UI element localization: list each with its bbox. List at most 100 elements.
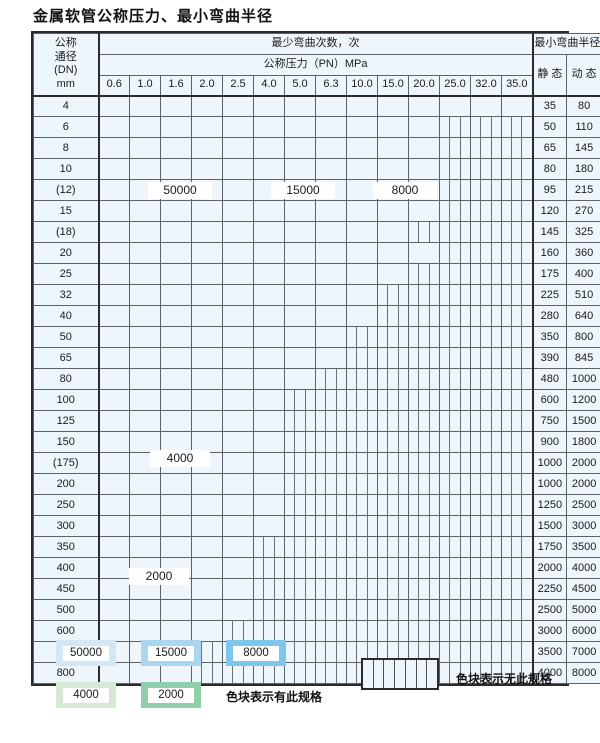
cell-dn8-pn6.3 [315, 137, 347, 159]
empty-cell-subdivisions [471, 642, 501, 662]
row-static-radius: 600 [532, 389, 568, 411]
cell-dn600-pn32.0 [470, 620, 502, 642]
cell-dn40-pn0.6 [98, 305, 130, 327]
cell-dn25-pn20.0 [408, 263, 440, 285]
cell-dn125-pn32.0 [470, 410, 502, 432]
cell-dn700-pn15.0 [377, 641, 409, 663]
cell-dn10-pn35.0 [500, 158, 534, 180]
row-dynamic-radius: 3000 [566, 515, 600, 537]
empty-cell-subdivisions [440, 642, 470, 662]
empty-cell-subdivisions [440, 306, 470, 326]
cell-dn50-pn0.6 [98, 326, 130, 348]
row-dynamic-radius: 510 [566, 284, 600, 306]
cell-dn(18)-pn15.0 [377, 221, 409, 243]
empty-cell-subdivisions [409, 621, 439, 641]
cell-dn8-pn15.0 [377, 137, 409, 159]
table-row: 50 350 800 [33, 326, 600, 348]
legend-chip-label: 15000 [148, 645, 194, 661]
cell-dn80-pn20.0 [408, 368, 440, 390]
cell-dn25-pn6.3 [315, 263, 347, 285]
row-static-radius: 1000 [532, 452, 568, 474]
cell-dn450-pn2.5 [222, 578, 254, 600]
cell-dn125-pn10.0 [346, 410, 378, 432]
cell-dn25-pn5.0 [284, 263, 316, 285]
cell-dn600-pn1.6 [160, 620, 192, 642]
cell-dn4-pn15.0 [377, 94, 409, 117]
empty-cell-subdivisions [316, 474, 346, 494]
table-row: 40 280 640 [33, 305, 600, 327]
cell-dn80-pn2.5 [222, 368, 254, 390]
cell-dn600-pn6.3 [315, 620, 347, 642]
cell-dn32-pn15.0 [377, 284, 409, 306]
cell-dn500-pn35.0 [500, 599, 534, 621]
empty-cell-subdivisions [471, 390, 501, 410]
empty-cell-subdivisions [378, 621, 408, 641]
empty-cell-subdivisions [502, 390, 532, 410]
cell-dn125-pn2.5 [222, 410, 254, 432]
cell-dn10-pn1.6 [160, 158, 192, 180]
cell-dn50-pn6.3 [315, 326, 347, 348]
header-static: 静 态 [532, 54, 568, 96]
table-row: 32 225 510 [33, 284, 600, 306]
cell-dn100-pn20.0 [408, 389, 440, 411]
cell-dn600-pn0.6 [98, 620, 130, 642]
cell-dn150-pn2.0 [191, 431, 223, 453]
cell-dn32-pn20.0 [408, 284, 440, 306]
cell-dn15-pn25.0 [439, 200, 471, 222]
cell-dn200-pn1.0 [129, 473, 161, 495]
empty-cell-subdivisions [502, 579, 532, 599]
cell-dn150-pn25.0 [439, 431, 471, 453]
cell-dn100-pn10.0 [346, 389, 378, 411]
empty-cell-subdivisions [254, 558, 284, 578]
cell-dn200-pn15.0 [377, 473, 409, 495]
cell-dn500-pn2.0 [191, 599, 223, 621]
cell-dn80-pn10.0 [346, 368, 378, 390]
empty-cell-subdivisions [409, 474, 439, 494]
empty-cell-subdivisions [471, 621, 501, 641]
cell-dn6-pn32.0 [470, 116, 502, 138]
empty-cell-subdivisions [440, 390, 470, 410]
cell-dn(175)-pn4.0 [253, 452, 285, 474]
cell-dn600-pn2.5 [222, 620, 254, 642]
cell-dn(18)-pn10.0 [346, 221, 378, 243]
cell-dn20-pn1.6 [160, 242, 192, 264]
cell-dn32-pn25.0 [439, 284, 471, 306]
empty-cell-subdivisions [347, 537, 377, 557]
empty-cell-subdivisions [471, 348, 501, 368]
cell-dn100-pn15.0 [377, 389, 409, 411]
table-row: 200 1000 2000 [33, 473, 600, 495]
cell-dn20-pn20.0 [408, 242, 440, 264]
cell-dn125-pn1.6 [160, 410, 192, 432]
value-label-4000: 4000 [150, 450, 210, 467]
cell-dn350-pn2.5 [222, 536, 254, 558]
cell-dn100-pn35.0 [500, 389, 534, 411]
empty-cell-subdivisions [285, 432, 315, 452]
empty-cell-subdivisions [440, 117, 470, 137]
empty-cell-subdivisions [316, 537, 346, 557]
cell-dn350-pn4.0 [253, 536, 285, 558]
cell-dn8-pn32.0 [470, 137, 502, 159]
empty-cell-subdivisions [378, 495, 408, 515]
header-row-1: 公称 通径 (DN) mm 最少弯曲次数，次 最小弯曲半径 [33, 33, 600, 96]
cell-dn20-pn25.0 [439, 242, 471, 264]
cell-dn200-pn25.0 [439, 473, 471, 495]
legend-chip-label: 2000 [148, 687, 194, 703]
empty-cell-subdivisions [440, 222, 470, 242]
empty-cell-subdivisions [378, 516, 408, 536]
cell-dn65-pn1.0 [129, 347, 161, 369]
empty-cell-subdivisions [471, 600, 501, 620]
cell-dn500-pn10.0 [346, 599, 378, 621]
row-static-radius: 1500 [532, 515, 568, 537]
header-dn-line-2: (DN) [54, 64, 78, 77]
cell-dn200-pn6.3 [315, 473, 347, 495]
cell-dn400-pn2.0 [191, 557, 223, 579]
empty-cell-subdivisions [285, 495, 315, 515]
row-static-radius: 1250 [532, 494, 568, 516]
cell-dn(175)-pn0.6 [98, 452, 130, 474]
empty-cell-subdivisions [440, 369, 470, 389]
cell-dn600-pn1.0 [129, 620, 161, 642]
cell-dn10-pn6.3 [315, 158, 347, 180]
empty-cell-subdivisions [254, 600, 284, 620]
row-dynamic-radius: 325 [566, 221, 600, 243]
cell-dn450-pn0.6 [98, 578, 130, 600]
